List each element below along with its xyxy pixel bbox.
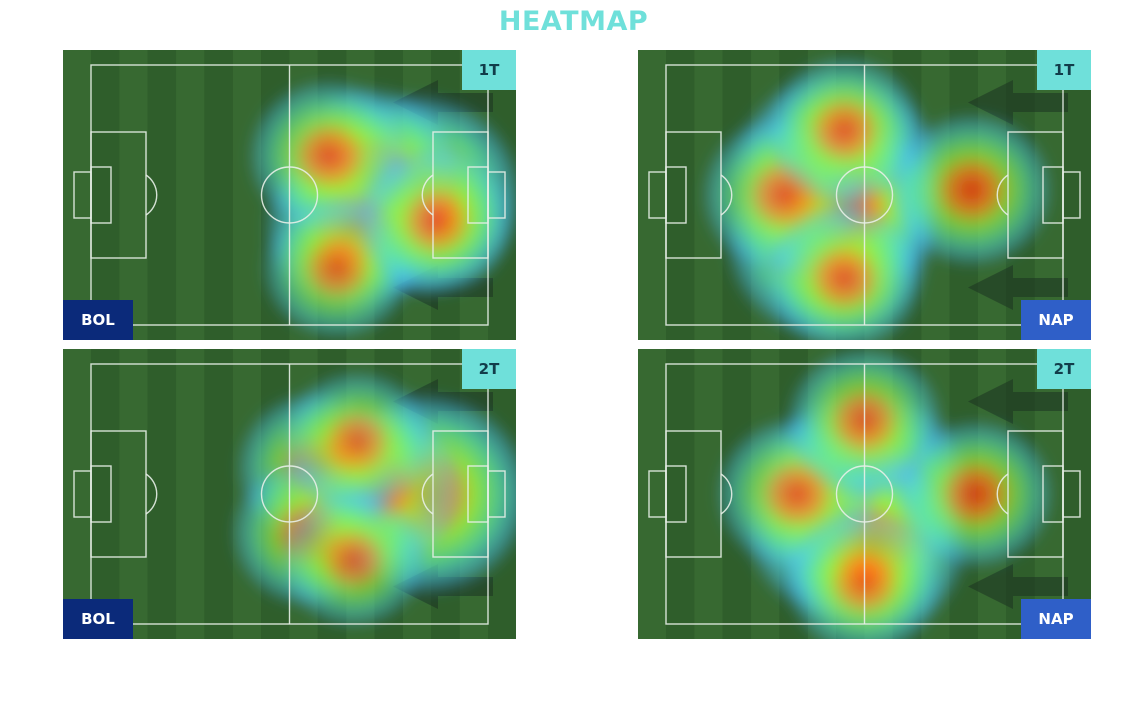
team-badge: NAP bbox=[1021, 300, 1091, 340]
half-badge: 2T bbox=[462, 349, 516, 389]
heat-hotspot-5 bbox=[277, 487, 429, 631]
grass-stripe bbox=[119, 50, 148, 340]
pitch-lines bbox=[73, 64, 506, 326]
half-badge: 1T bbox=[1037, 50, 1091, 90]
grass-stripe bbox=[666, 50, 695, 340]
team-badge: NAP bbox=[1021, 599, 1091, 639]
grass-stripe bbox=[638, 50, 666, 340]
grass-stripe bbox=[638, 349, 666, 639]
heatmap-panel-bol-2t: 2T BOL bbox=[63, 349, 516, 639]
heatmap-chart bbox=[638, 50, 1091, 340]
team-badge: BOL bbox=[63, 300, 133, 340]
heatmap-panel-nap-2t: 2T NAP bbox=[638, 349, 1091, 639]
grass-stripe bbox=[63, 50, 91, 340]
page-title: HEATMAP bbox=[498, 6, 649, 37]
pitch-lines bbox=[648, 64, 1081, 326]
grass-stripe bbox=[119, 349, 148, 639]
heatmap-panel-nap-1t: 1T NAP bbox=[638, 50, 1091, 340]
heatmap-chart bbox=[63, 50, 516, 340]
grass-stripe bbox=[666, 349, 695, 639]
grass-stripe bbox=[63, 349, 91, 639]
heat-layer bbox=[245, 76, 516, 340]
heat-hotspot-6 bbox=[894, 417, 1057, 571]
heat-layer bbox=[698, 53, 1056, 340]
pitch-lines bbox=[648, 363, 1081, 625]
heat-hotspot-6 bbox=[888, 110, 1056, 270]
grass-stripe bbox=[147, 50, 177, 340]
grass-stripe bbox=[91, 50, 120, 340]
team-badge: BOL bbox=[63, 599, 133, 639]
half-badge: 1T bbox=[462, 50, 516, 90]
heat-layer bbox=[228, 367, 516, 631]
grass-stripe bbox=[176, 50, 205, 340]
pitch-lines bbox=[73, 363, 506, 625]
heat-hotspot-5 bbox=[355, 144, 516, 298]
grass-stripe bbox=[204, 349, 233, 639]
heat-hotspot-4 bbox=[279, 367, 435, 517]
attack-arrows bbox=[968, 379, 1068, 609]
half-badge: 2T bbox=[1037, 349, 1091, 389]
grass-stripe bbox=[204, 50, 233, 340]
heat-hotspot-5 bbox=[763, 201, 926, 340]
heat-hotspot-4 bbox=[763, 53, 926, 207]
heatmap-chart bbox=[63, 349, 516, 639]
grass-stripe bbox=[147, 349, 177, 639]
heatmap-chart bbox=[638, 349, 1091, 639]
grass-stripe bbox=[176, 349, 205, 639]
grass-stripe bbox=[91, 349, 120, 639]
heatmap-panel-bol-1t: 1T BOL bbox=[63, 50, 516, 340]
